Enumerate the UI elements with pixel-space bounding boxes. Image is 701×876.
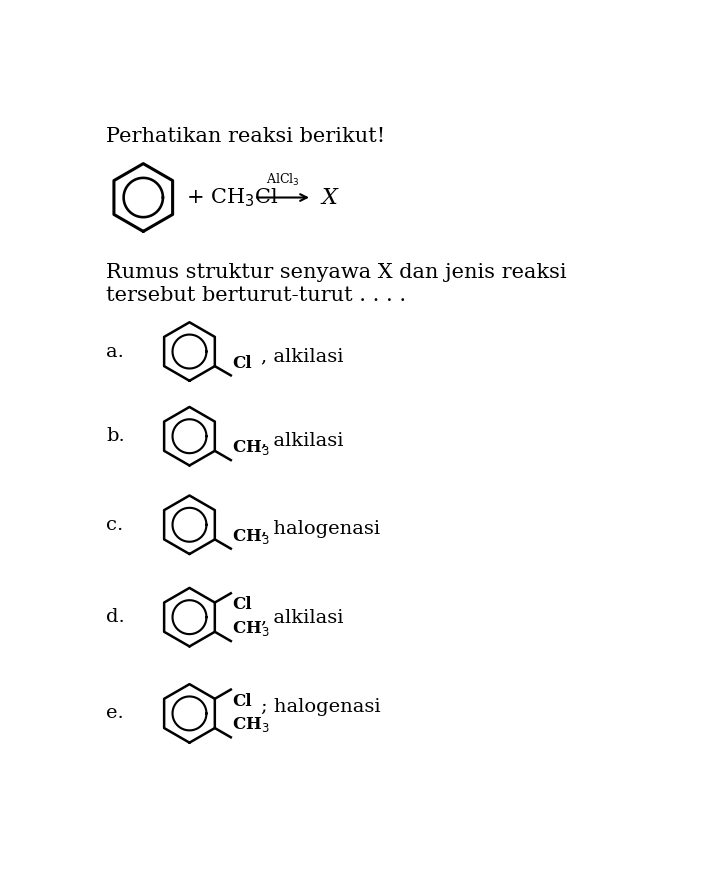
Text: AlCl$_3$: AlCl$_3$	[266, 173, 300, 188]
Text: CH$_3$: CH$_3$	[232, 438, 270, 457]
Text: tersebut berturut-turut . . . .: tersebut berturut-turut . . . .	[107, 286, 407, 305]
Text: , alkilasi: , alkilasi	[261, 608, 343, 626]
Text: CH$_3$: CH$_3$	[232, 526, 270, 546]
Text: CH$_3$: CH$_3$	[232, 619, 270, 638]
Text: Perhatikan reaksi berikut!: Perhatikan reaksi berikut!	[107, 127, 386, 145]
Text: CH$_3$: CH$_3$	[232, 715, 270, 734]
Text: a.: a.	[107, 343, 124, 361]
Text: Rumus struktur senyawa X dan jenis reaksi: Rumus struktur senyawa X dan jenis reaks…	[107, 263, 567, 282]
Text: + CH$_3$Cl: + CH$_3$Cl	[186, 187, 279, 208]
Text: Cl: Cl	[232, 356, 252, 372]
Text: X: X	[321, 187, 337, 208]
Text: , halogenasi: , halogenasi	[261, 520, 380, 539]
Text: , alkilasi: , alkilasi	[261, 432, 343, 450]
Text: ; halogenasi: ; halogenasi	[261, 698, 381, 717]
Text: d.: d.	[107, 608, 125, 626]
Text: b.: b.	[107, 427, 125, 445]
Text: Cl: Cl	[232, 597, 252, 613]
Text: , alkilasi: , alkilasi	[261, 347, 343, 365]
Text: e.: e.	[107, 704, 124, 723]
Text: Cl: Cl	[232, 693, 252, 710]
Text: c.: c.	[107, 516, 123, 533]
